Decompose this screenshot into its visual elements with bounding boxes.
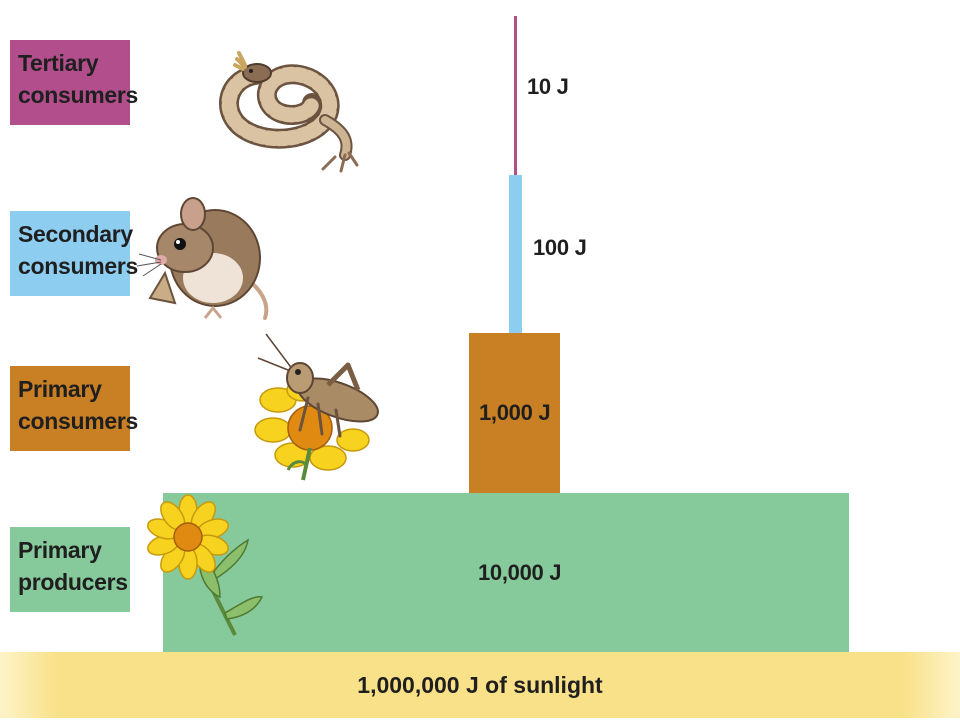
primary-producers-label: Primary producers	[10, 527, 130, 612]
primary-consumers-label-line1: Primary	[18, 376, 102, 402]
tertiary-label-line2: consumers	[18, 82, 139, 108]
tertiary-consumers-label: Tertiary consumers	[10, 40, 139, 125]
mouse-icon	[136, 197, 269, 320]
secondary-consumers-energy: 100 J	[533, 235, 587, 260]
secondary-label-line2: consumers	[18, 253, 139, 279]
sunlight-band	[0, 652, 960, 718]
primary-producers-label-line2: producers	[18, 569, 128, 595]
primary-consumers-bar	[469, 333, 560, 493]
tertiary-consumers-bar	[514, 16, 517, 175]
primary-consumers-energy: 1,000 J	[479, 400, 551, 425]
primary-consumers-label: Primary consumers	[10, 366, 139, 451]
secondary-consumers-label: Secondary consumers	[10, 211, 139, 296]
primary-producers-label-line1: Primary	[18, 537, 102, 563]
secondary-consumers-bar	[509, 175, 522, 333]
grasshopper-icon	[254, 333, 379, 481]
tertiary-label-line1: Tertiary	[18, 50, 99, 76]
tertiary-consumers-energy: 10 J	[527, 74, 569, 99]
flower-plant-icon	[147, 494, 264, 636]
sunlight-energy-label: 1,000,000 J of sunlight	[357, 672, 603, 698]
secondary-label-line1: Secondary	[18, 221, 133, 247]
primary-consumers-label-line2: consumers	[18, 408, 139, 434]
primary-producers-bar	[163, 493, 849, 652]
primary-producers-energy: 10,000 J	[478, 560, 562, 585]
rattlesnake-icon	[219, 51, 359, 173]
